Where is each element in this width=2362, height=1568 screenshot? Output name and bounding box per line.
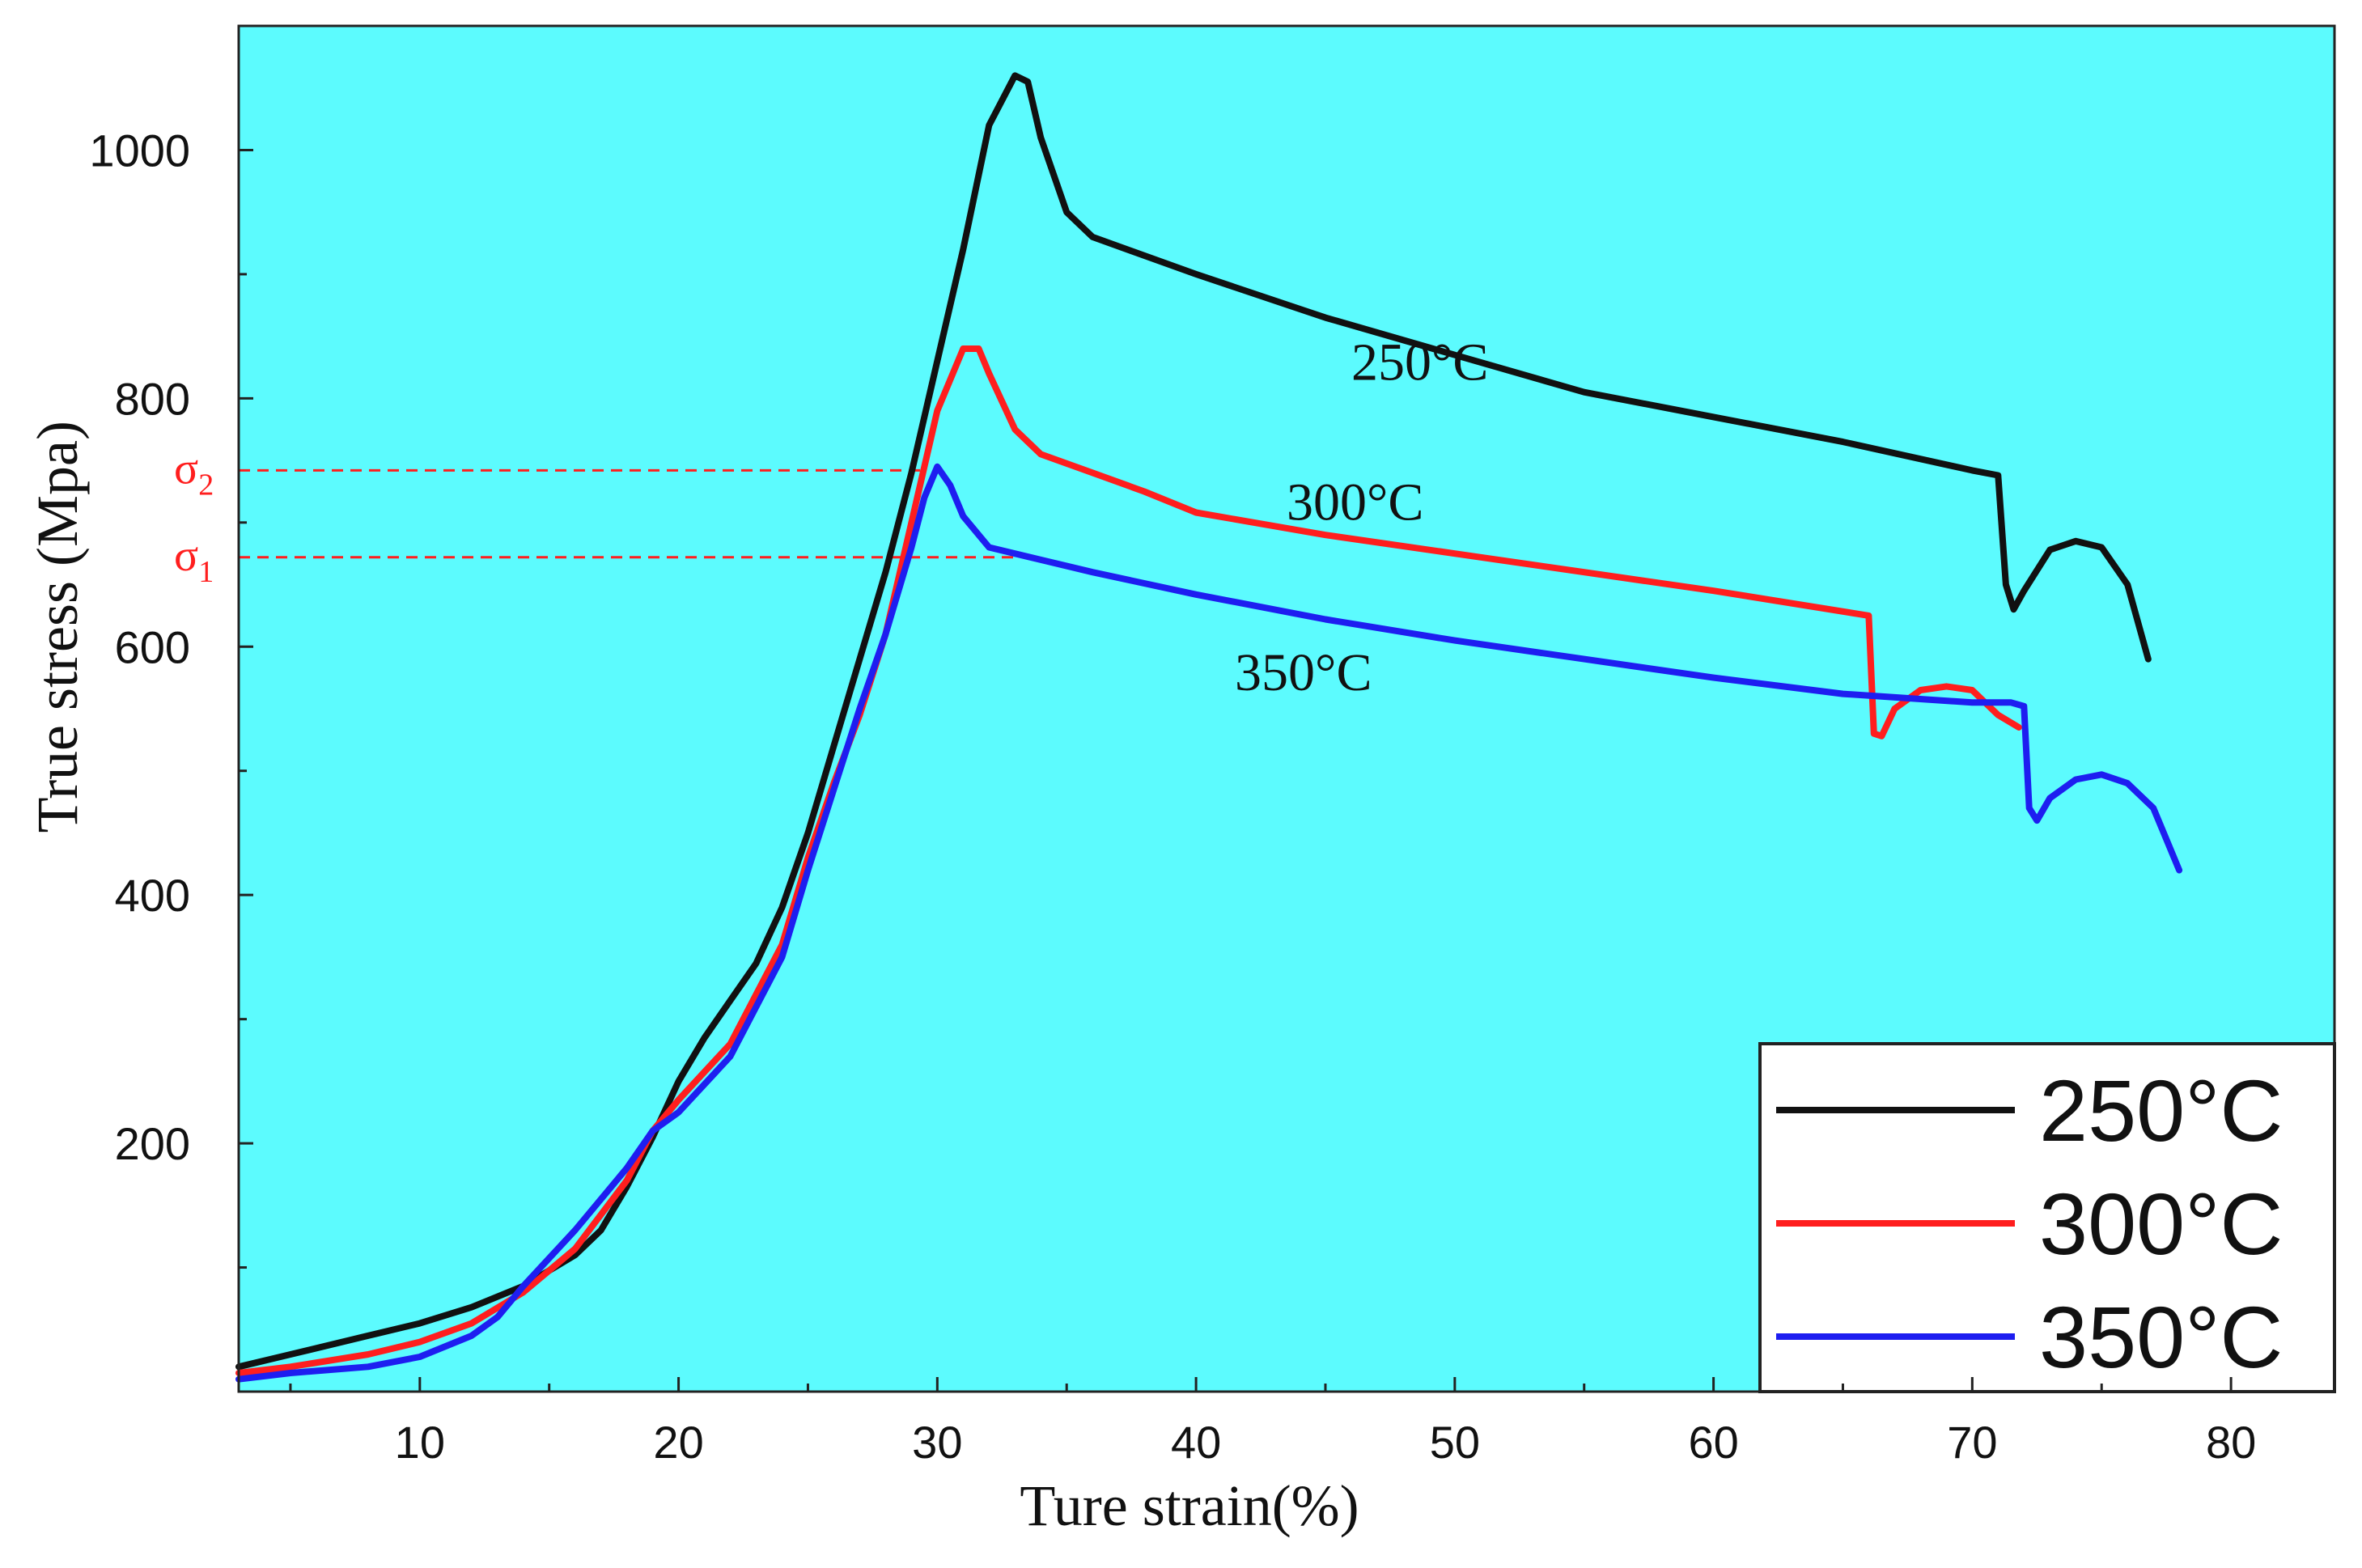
series-line-300°C [235, 345, 2022, 1376]
x-tick-label: 60 [1688, 1417, 1738, 1468]
x-tick-label: 20 [653, 1417, 703, 1468]
y-tick-label: 600 [115, 621, 190, 672]
series-line-250°C [235, 72, 2152, 1371]
sigma-subscript: 2 [198, 468, 214, 502]
y-axis-ticks: 200 400 600 800 1000 [89, 125, 253, 1269]
sigma-label: σ1 [174, 531, 214, 589]
curve-label: 250°C [1351, 333, 1488, 392]
curve-labels: 250°C 300°C 350°C [1235, 333, 1488, 702]
plot-frame [237, 24, 2336, 1393]
legend: 250°C 300°C 350°C [1758, 1042, 2336, 1393]
legend-label: 300°C [2039, 1175, 2283, 1273]
x-tick-label: 80 [2206, 1417, 2256, 1468]
y-tick-label: 200 [115, 1118, 190, 1169]
y-tick-label: 800 [115, 373, 190, 424]
curves [235, 72, 2183, 1383]
legend-label: 350°C [2039, 1288, 2283, 1386]
sigma-subscript: 1 [198, 555, 214, 589]
curve-label: 300°C [1287, 473, 1423, 532]
x-tick-label: 30 [912, 1417, 962, 1468]
x-tick-label: 50 [1430, 1417, 1480, 1468]
sigma-symbol: σ [174, 443, 198, 494]
sigma-label: σ2 [174, 443, 214, 502]
x-axis-ticks: 10 20 30 40 50 60 70 80 [289, 1377, 2256, 1468]
y-tick-label: 400 [115, 870, 190, 921]
curve-label: 350°C [1235, 643, 1372, 702]
series-line-350°C [235, 463, 2183, 1383]
x-axis-title: Ture strain(%) [1020, 1473, 1359, 1538]
x-tick-label: 10 [395, 1417, 445, 1468]
legend-label: 250°C [2039, 1062, 2283, 1159]
y-tick-label: 1000 [89, 125, 190, 176]
x-tick-label: 70 [1947, 1417, 1997, 1468]
x-tick-label: 40 [1171, 1417, 1221, 1468]
sigma-symbol: σ [174, 531, 198, 581]
y-axis-title: True stress (Mpa) [25, 421, 90, 833]
